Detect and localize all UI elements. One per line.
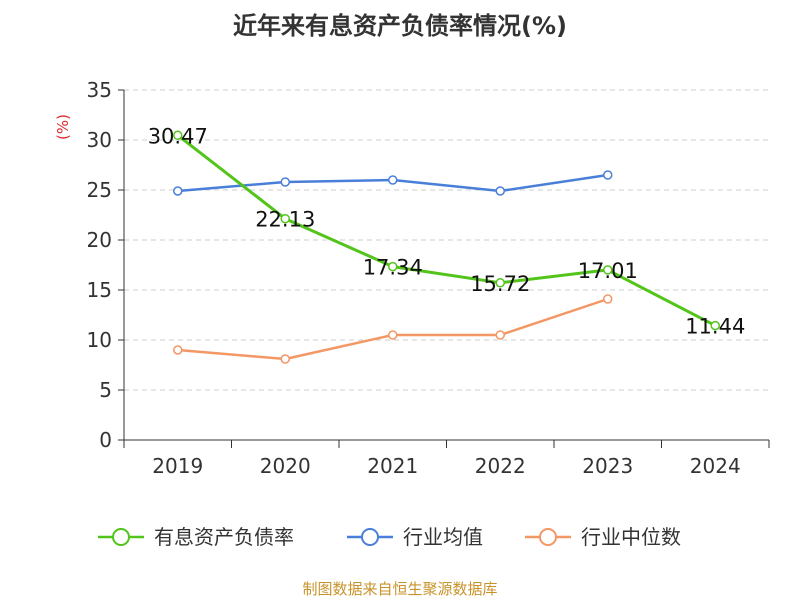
data-point-series-2[interactable] — [280, 177, 290, 187]
legend-label-series-2: 行业均值 — [403, 525, 483, 549]
y-tick-label: 35 — [87, 78, 112, 102]
x-tick-label: 2022 — [475, 454, 526, 478]
data-point-series-3[interactable] — [388, 330, 398, 340]
y-tick-label: 0 — [99, 428, 112, 452]
data-label: 11.44 — [685, 315, 745, 339]
data-point-series-1[interactable] — [388, 261, 398, 272]
data-point-series-3[interactable] — [603, 294, 613, 304]
x-tick-label: 2020 — [260, 454, 311, 478]
x-ticks: 2019 2020 2021 2022 2023 2024 — [123, 440, 770, 478]
chart-title: 近年来有息资产负债率情况(%) — [233, 12, 567, 40]
x-tick-label: 2021 — [367, 454, 418, 478]
data-label: 22.13 — [255, 208, 315, 232]
data-point-series-3[interactable] — [173, 345, 183, 355]
data-point-series-1[interactable] — [710, 320, 720, 331]
x-tick-label: 2023 — [582, 454, 633, 478]
legend-item-series-1[interactable]: 有息资产负债率 — [98, 525, 294, 549]
data-point-series-2[interactable] — [173, 186, 183, 196]
y-tick-label: 5 — [99, 378, 112, 402]
data-label: 17.34 — [363, 256, 423, 280]
data-point-series-2[interactable] — [603, 170, 613, 180]
data-label: 30.47 — [148, 124, 208, 148]
data-point-series-1[interactable] — [173, 130, 183, 141]
series-line-1 — [176, 134, 716, 327]
data-labels: 30.47 22.13 17.34 15.72 17.01 11.44 — [148, 124, 746, 338]
data-label: 17.01 — [578, 259, 638, 283]
x-tick-label: 2019 — [152, 454, 203, 478]
y-tick-label: 20 — [87, 228, 112, 252]
y-tick-label: 25 — [87, 178, 112, 202]
axes — [123, 90, 769, 441]
legend-label-series-3: 行业中位数 — [581, 525, 681, 549]
y-ticks: 0 5 10 15 20 25 30 35 — [87, 78, 124, 452]
legend: 有息资产负债率 行业均值 行业中位数 — [98, 525, 681, 549]
data-point-series-1[interactable] — [603, 265, 613, 275]
legend-item-series-2[interactable]: 行业均值 — [347, 525, 483, 549]
data-point-series-1[interactable] — [495, 278, 505, 288]
data-point-series-2[interactable] — [388, 175, 398, 185]
legend-item-series-3[interactable]: 行业中位数 — [525, 525, 681, 549]
legend-label-series-1: 有息资产负债率 — [154, 525, 294, 549]
y-tick-label: 10 — [87, 328, 112, 352]
legend-marker-series-2 — [361, 528, 379, 546]
y-tick-label: 15 — [87, 278, 112, 302]
data-label: 15.72 — [470, 272, 530, 296]
legend-marker-series-1 — [112, 528, 130, 546]
source-note: 制图数据来自恒生聚源数据库 — [302, 580, 497, 598]
y-axis-label: (%) — [54, 114, 72, 140]
y-tick-label: 30 — [87, 128, 112, 152]
legend-marker-series-3 — [539, 528, 557, 546]
series-line-3 — [177, 297, 609, 361]
x-tick-label: 2024 — [690, 454, 741, 478]
series-group — [173, 130, 720, 364]
data-point-series-3[interactable] — [495, 330, 505, 340]
data-point-series-1[interactable] — [280, 213, 290, 224]
gridlines — [124, 89, 769, 391]
data-point-series-2[interactable] — [495, 186, 505, 196]
data-point-series-3[interactable] — [280, 354, 290, 364]
